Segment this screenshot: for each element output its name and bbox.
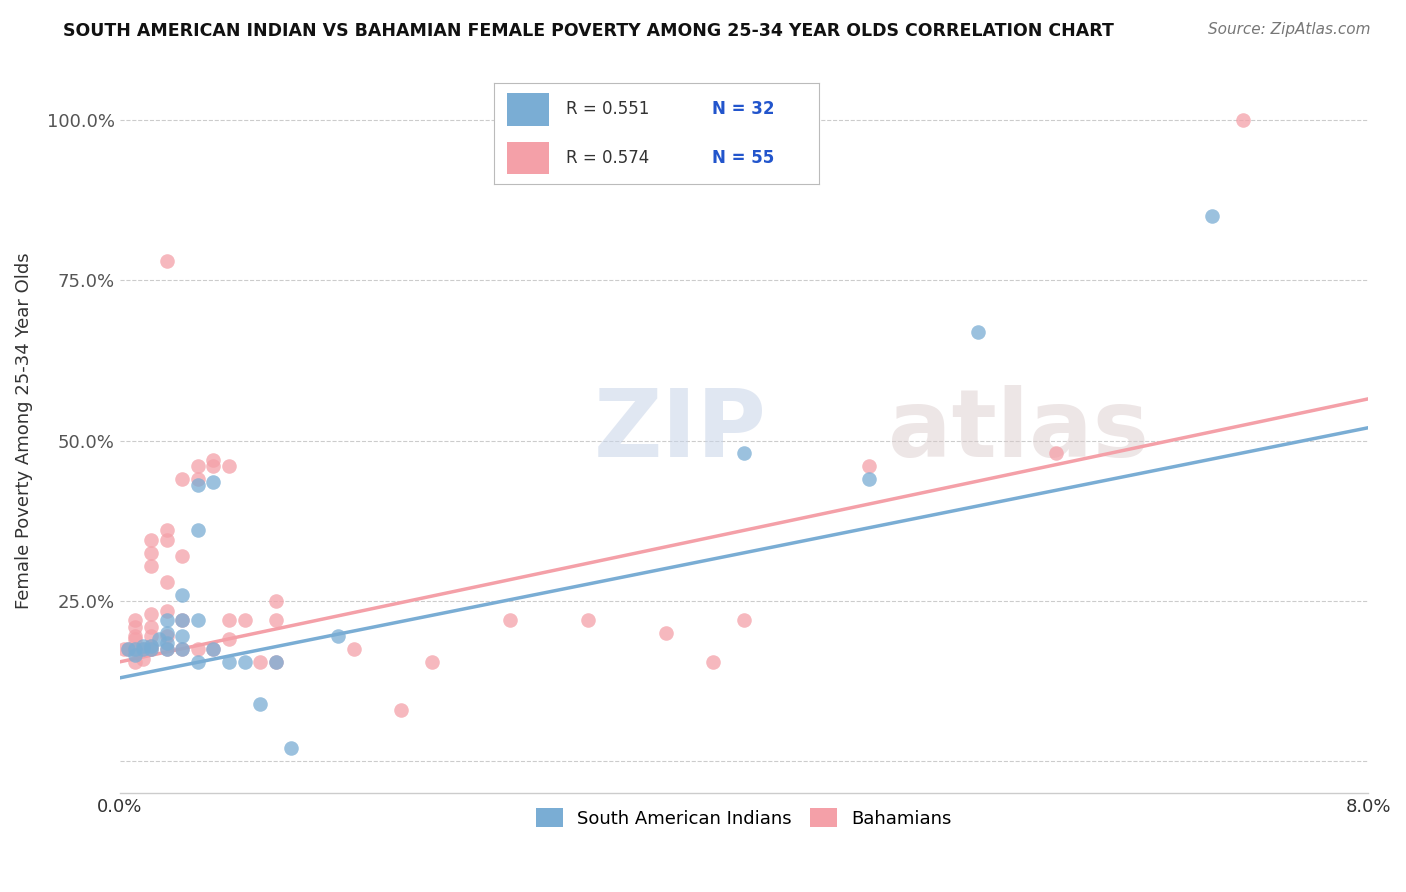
Point [132,642,155,657]
Point [733,613,755,627]
Point [655,626,678,640]
Point [155,254,177,268]
Point [155,629,177,643]
Point [264,655,287,669]
Point [155,635,177,649]
Point [124,613,146,627]
Point [187,655,209,669]
Point [132,651,155,665]
Point [124,648,146,663]
Point [155,603,177,617]
Point [139,639,162,653]
Point [139,639,162,653]
Text: Source: ZipAtlas.com: Source: ZipAtlas.com [1208,22,1371,37]
Point [389,703,412,717]
Point [264,613,287,627]
Point [172,587,194,601]
Point [139,533,162,547]
Point [420,655,443,669]
Point [733,446,755,460]
Point [124,642,146,657]
Point [172,613,194,627]
Text: SOUTH AMERICAN INDIAN VS BAHAMIAN FEMALE POVERTY AMONG 25-34 YEAR OLDS CORRELATI: SOUTH AMERICAN INDIAN VS BAHAMIAN FEMALE… [63,22,1114,40]
Point [202,642,225,657]
Point [155,574,177,589]
Point [202,475,225,490]
Point [172,642,194,657]
Point [139,607,162,621]
Point [1232,112,1254,127]
Point [233,613,256,627]
Point [139,642,162,657]
Point [264,655,287,669]
Point [132,642,155,657]
Point [187,478,209,492]
Point [187,472,209,486]
Point [858,472,880,486]
Point [264,594,287,608]
Text: ZIP: ZIP [595,385,768,477]
Point [202,459,225,474]
Point [858,459,880,474]
Point [124,629,146,643]
Y-axis label: Female Poverty Among 25-34 Year Olds: Female Poverty Among 25-34 Year Olds [15,252,32,609]
Point [967,325,990,339]
Point [576,613,599,627]
Point [172,472,194,486]
Point [148,632,170,647]
Point [124,642,146,657]
Legend: South American Indians, Bahamians: South American Indians, Bahamians [529,801,959,835]
Point [172,629,194,643]
Point [202,452,225,467]
Point [124,632,146,647]
Point [172,613,194,627]
Point [343,642,366,657]
Point [155,642,177,657]
Point [124,655,146,669]
Point [280,741,302,756]
Point [139,629,162,643]
Point [172,642,194,657]
Point [139,619,162,633]
Point [139,558,162,573]
Point [202,642,225,657]
Point [218,655,240,669]
Point [117,642,139,657]
Point [249,655,271,669]
Point [139,642,162,657]
Point [218,632,240,647]
Point [124,619,146,633]
Point [117,642,139,657]
Point [1045,446,1067,460]
Point [155,613,177,627]
Point [155,533,177,547]
Point [249,697,271,711]
Point [218,459,240,474]
Point [702,655,724,669]
Point [187,642,209,657]
Point [155,626,177,640]
Point [172,549,194,563]
Point [499,613,522,627]
Point [328,629,350,643]
Point [1201,209,1223,223]
Point [187,524,209,538]
Point [155,642,177,657]
Point [139,546,162,560]
Point [187,459,209,474]
Point [155,524,177,538]
Point [233,655,256,669]
Point [187,613,209,627]
Point [132,639,155,653]
Point [218,613,240,627]
Point [114,642,136,657]
Text: atlas: atlas [887,385,1149,477]
